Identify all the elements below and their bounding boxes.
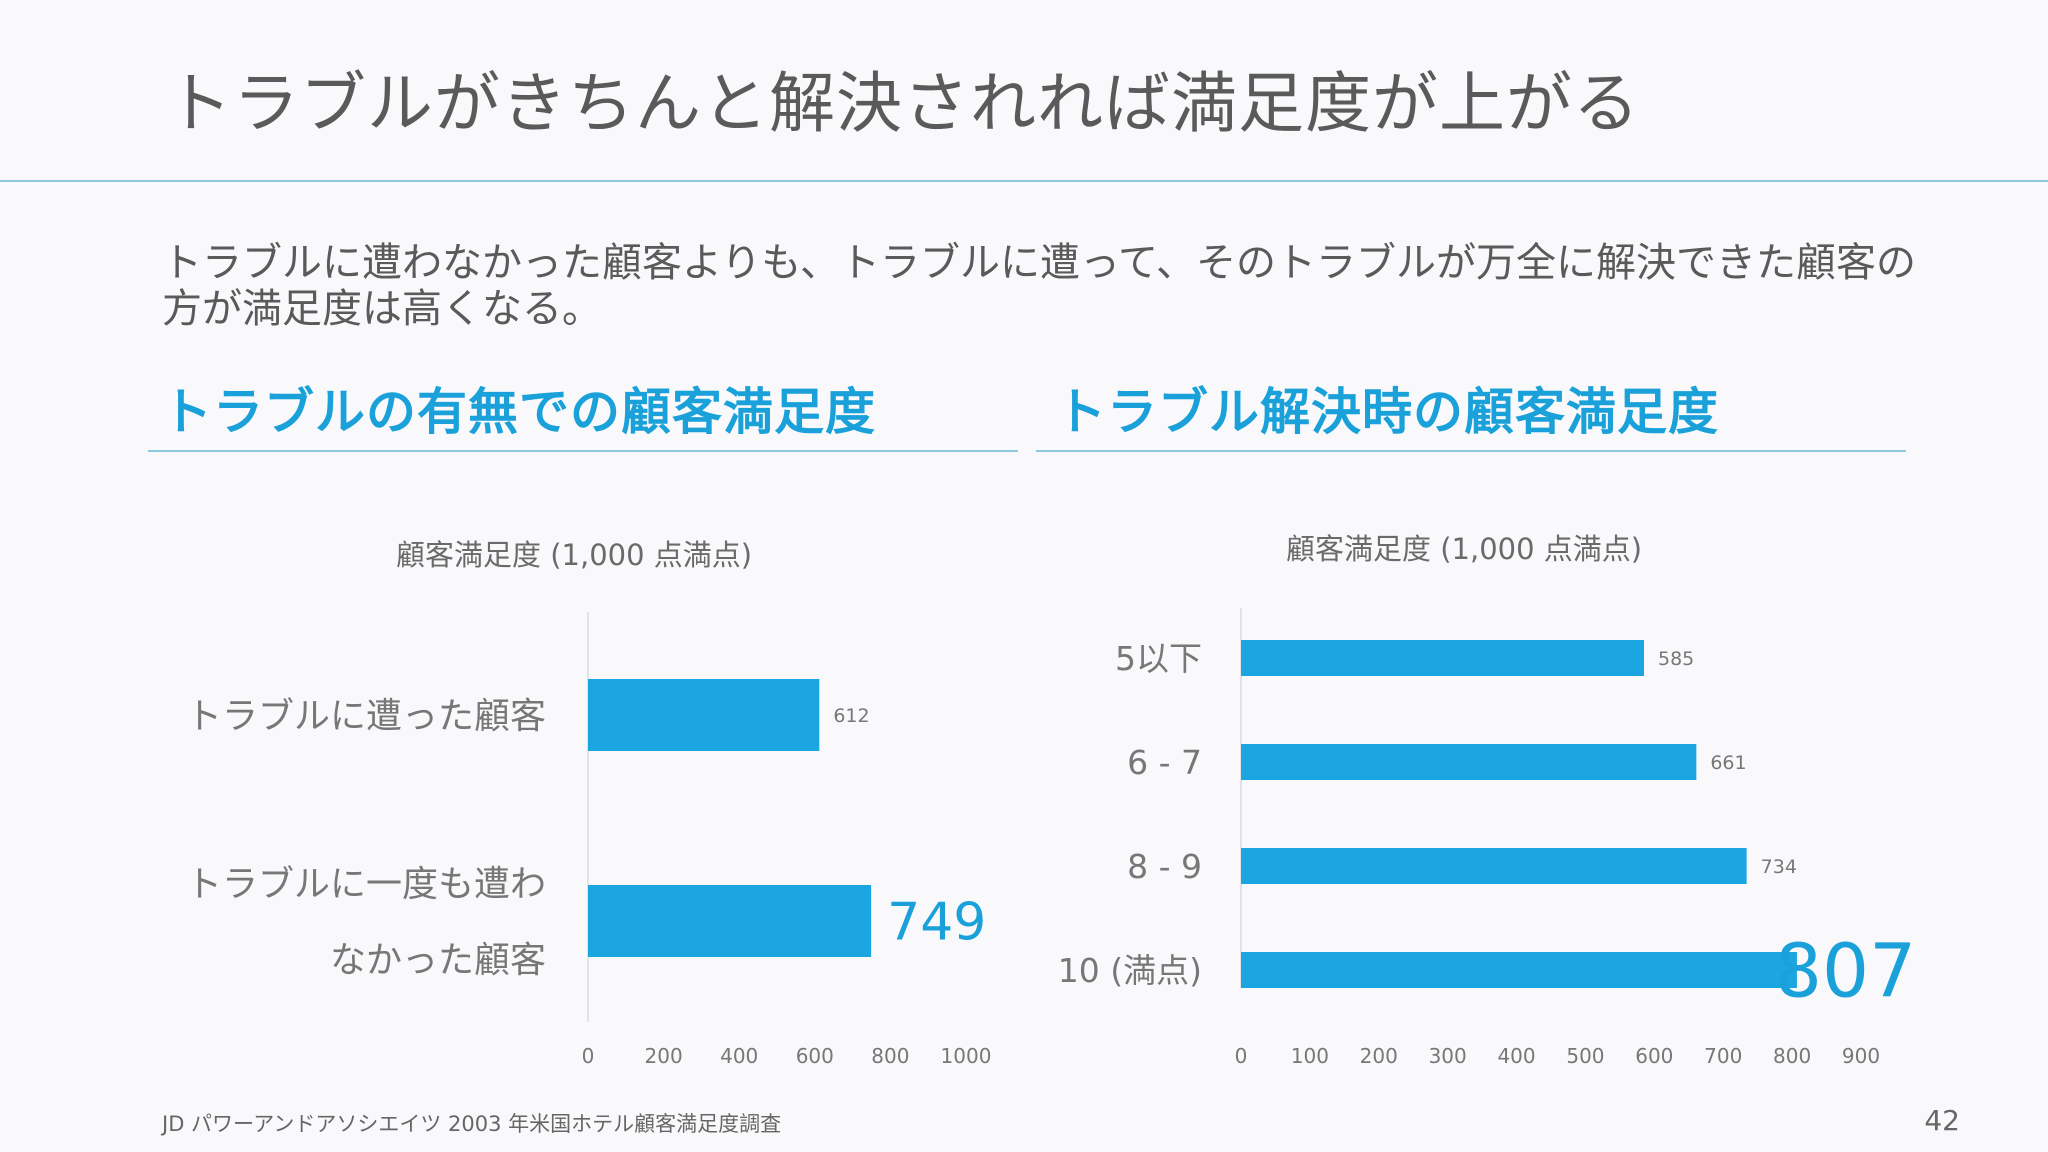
source-footnote: JD パワーアンドアソシエイツ 2003 年米国ホテル顧客満足度調査 <box>162 1112 782 1136</box>
title-divider <box>0 180 2048 182</box>
left-section-heading: トラブルの有無での顧客満足度 <box>162 383 876 441</box>
data-label: 734 <box>1761 856 1797 878</box>
slide-title: トラブルがきちんと解決されれば満足度が上がる <box>166 65 1640 142</box>
bar <box>1241 744 1697 780</box>
left-section-divider <box>148 450 1018 452</box>
bar <box>1241 952 1797 988</box>
category-label: 6 - 7 <box>1127 743 1202 782</box>
x-tick-label: 600 <box>796 1044 834 1068</box>
x-tick-label: 800 <box>1773 1044 1811 1068</box>
data-label: 807 <box>1775 929 1916 1015</box>
right-section-divider <box>1036 450 1906 452</box>
x-tick-label: 900 <box>1842 1044 1880 1068</box>
category-label: 10 (満点) <box>1058 951 1202 990</box>
x-tick-label: 400 <box>1497 1044 1535 1068</box>
category-label: 5以下 <box>1115 639 1202 678</box>
bar <box>1241 640 1644 676</box>
category-label: トラブルに一度も遭わ <box>186 864 546 905</box>
bar <box>588 885 872 957</box>
x-tick-label: 100 <box>1291 1044 1329 1068</box>
x-tick-label: 300 <box>1429 1044 1467 1068</box>
left-chart-title: 顧客満足度 (1,000 点満点) <box>396 538 753 572</box>
category-label: なかった顧客 <box>330 940 546 981</box>
right-chart-title: 顧客満足度 (1,000 点満点) <box>1286 532 1643 566</box>
data-label: 749 <box>887 893 986 953</box>
x-tick-label: 200 <box>645 1044 683 1068</box>
data-label: 661 <box>1710 752 1746 774</box>
right-bar-chart: 585 5以下 661 6 - 7 734 8 - 9 807 10 (満点) 0 100 200 3… <box>1058 608 1916 1068</box>
page-number: 42 <box>1924 1104 1960 1137</box>
x-tick-label: 0 <box>582 1044 595 1068</box>
right-section-heading: トラブル解決時の顧客満足度 <box>1056 383 1719 441</box>
x-tick-label: 1000 <box>941 1044 992 1068</box>
x-tick-label: 500 <box>1566 1044 1604 1068</box>
category-label: 8 - 9 <box>1127 847 1202 886</box>
x-tick-label: 600 <box>1635 1044 1673 1068</box>
x-tick-label: 800 <box>871 1044 909 1068</box>
x-tick-label: 400 <box>720 1044 758 1068</box>
x-tick-label: 0 <box>1235 1044 1248 1068</box>
x-tick-label: 200 <box>1360 1044 1398 1068</box>
lead-text: トラブルに遭わなかった顧客よりも、トラブルに遭って、そのトラブルが万全に解決でき… <box>162 240 1916 332</box>
data-label: 612 <box>833 705 869 727</box>
category-label: トラブルに遭った顧客 <box>186 696 546 737</box>
bar <box>1241 848 1747 884</box>
data-label: 585 <box>1658 648 1694 670</box>
x-tick-label: 700 <box>1704 1044 1742 1068</box>
bar <box>588 679 820 751</box>
